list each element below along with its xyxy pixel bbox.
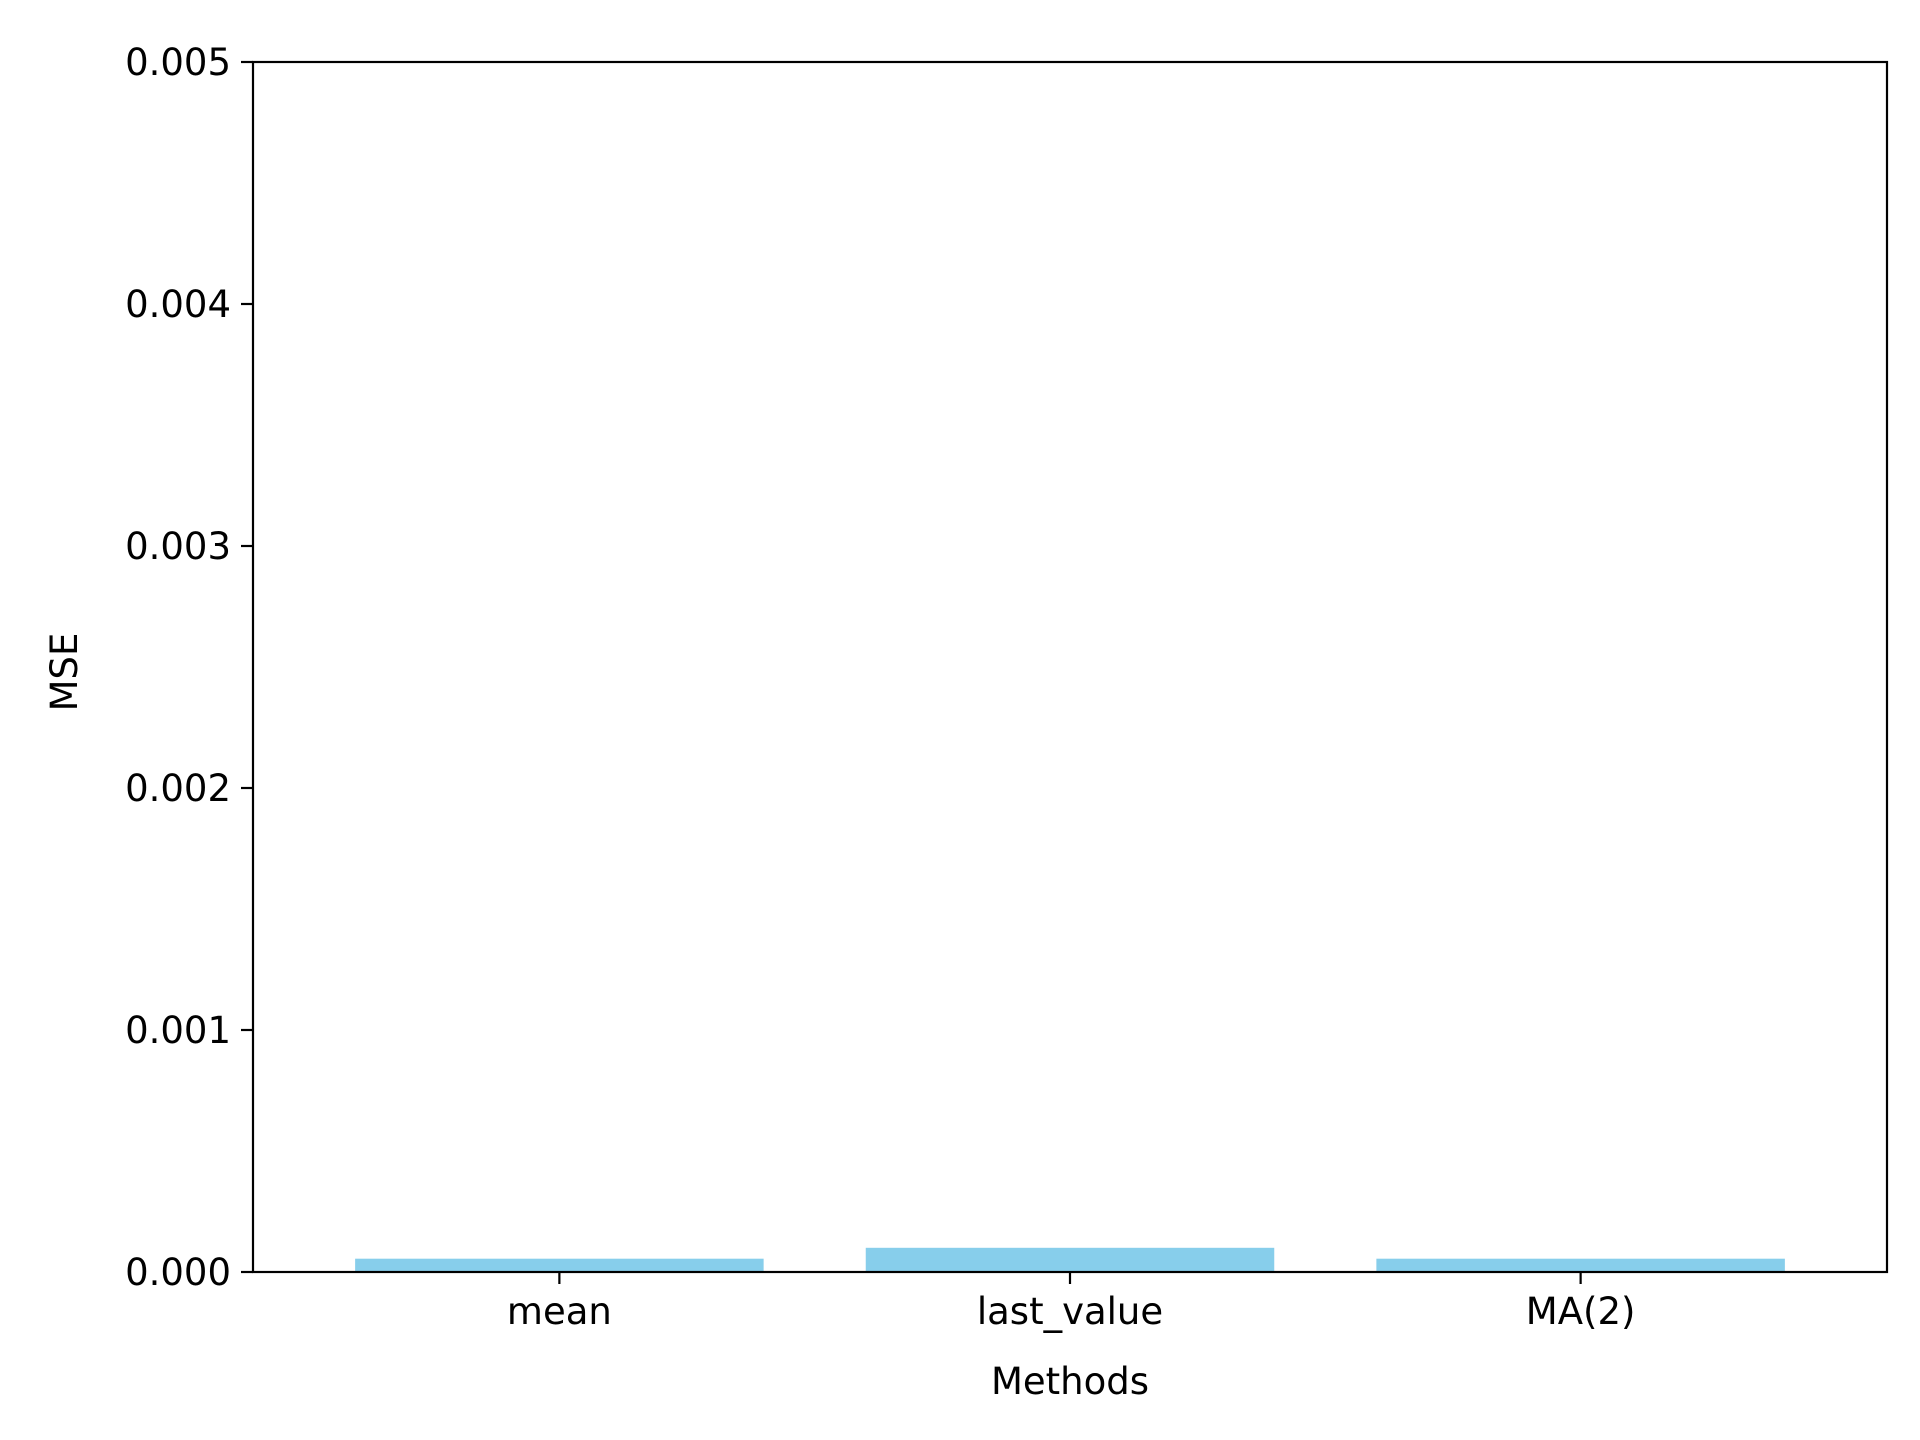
y-tick-label: 0.001 — [125, 1009, 231, 1052]
y-tick-label: 0.002 — [125, 767, 231, 810]
y-axis-label: MSE — [43, 633, 86, 712]
y-axis: 0.000 0.001 0.002 0.003 0.004 0.005 — [125, 41, 253, 1294]
y-tick-label: 0.005 — [125, 41, 231, 84]
bar-mean — [355, 1258, 764, 1272]
x-tick-label: MA(2) — [1526, 1290, 1636, 1333]
bars-group — [355, 1247, 1785, 1272]
y-tick-label: 0.003 — [125, 525, 231, 568]
x-tick-label: mean — [507, 1290, 612, 1333]
x-axis-label: Methods — [991, 1360, 1149, 1403]
bar-last_value — [865, 1247, 1275, 1272]
x-tick-label: last_value — [977, 1290, 1163, 1333]
bar-MA(2) — [1376, 1258, 1785, 1272]
y-tick-label: 0.004 — [125, 283, 231, 326]
y-tick-label: 0.000 — [125, 1251, 231, 1294]
x-axis: mean last_value MA(2) — [507, 1272, 1636, 1333]
